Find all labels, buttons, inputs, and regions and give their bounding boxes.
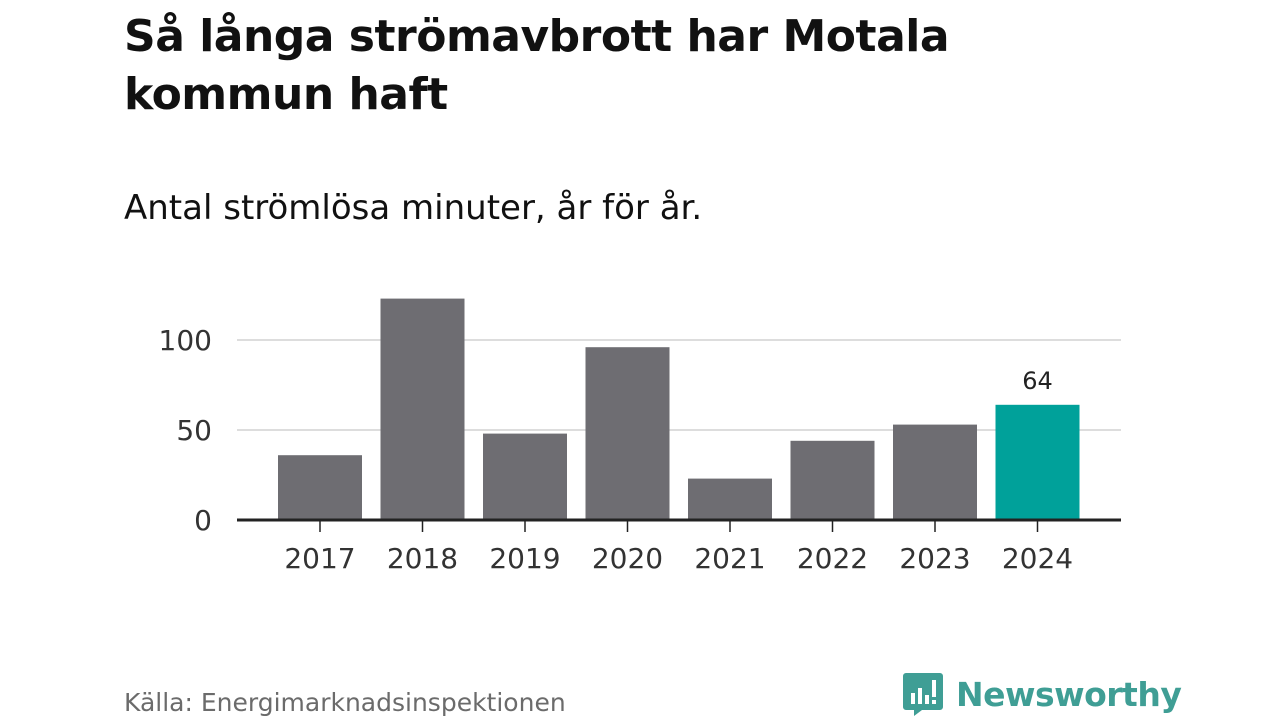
- y-tick-label: 0: [194, 504, 212, 537]
- chart-subtitle: Antal strömlösa minuter, år för år.: [124, 188, 703, 228]
- y-tick-label: 100: [159, 324, 212, 357]
- x-tick-label-2020: 2020: [592, 542, 663, 575]
- x-tick-label-2023: 2023: [899, 542, 970, 575]
- source-note: Källa: Energimarknadsinspektionen: [124, 688, 566, 717]
- bar-2022: [790, 440, 875, 520]
- bar-2024: [995, 404, 1080, 520]
- newsworthy-logo-icon: [903, 673, 943, 716]
- y-tick-label: 50: [176, 414, 212, 447]
- brand-logo: Newsworthy: [902, 670, 1182, 718]
- x-tick-label-2022: 2022: [797, 542, 868, 575]
- x-tick-label-2021: 2021: [694, 542, 765, 575]
- data-label-2024: 64: [1022, 367, 1053, 395]
- bar-2017: [278, 455, 362, 520]
- x-tick-label-2017: 2017: [284, 542, 355, 575]
- bar-2021: [688, 478, 772, 520]
- x-tick-label-2019: 2019: [489, 542, 560, 575]
- brand-name: Newsworthy: [956, 674, 1182, 714]
- x-tick-label-2024: 2024: [1002, 542, 1073, 575]
- bar-2023: [893, 424, 977, 520]
- bar-2018: [380, 298, 465, 520]
- bar-2019: [483, 433, 567, 520]
- chart-title: Så långa strömavbrott har Motala kommun …: [124, 11, 950, 120]
- bar-2020: [585, 347, 670, 520]
- x-tick-label-2018: 2018: [387, 542, 458, 575]
